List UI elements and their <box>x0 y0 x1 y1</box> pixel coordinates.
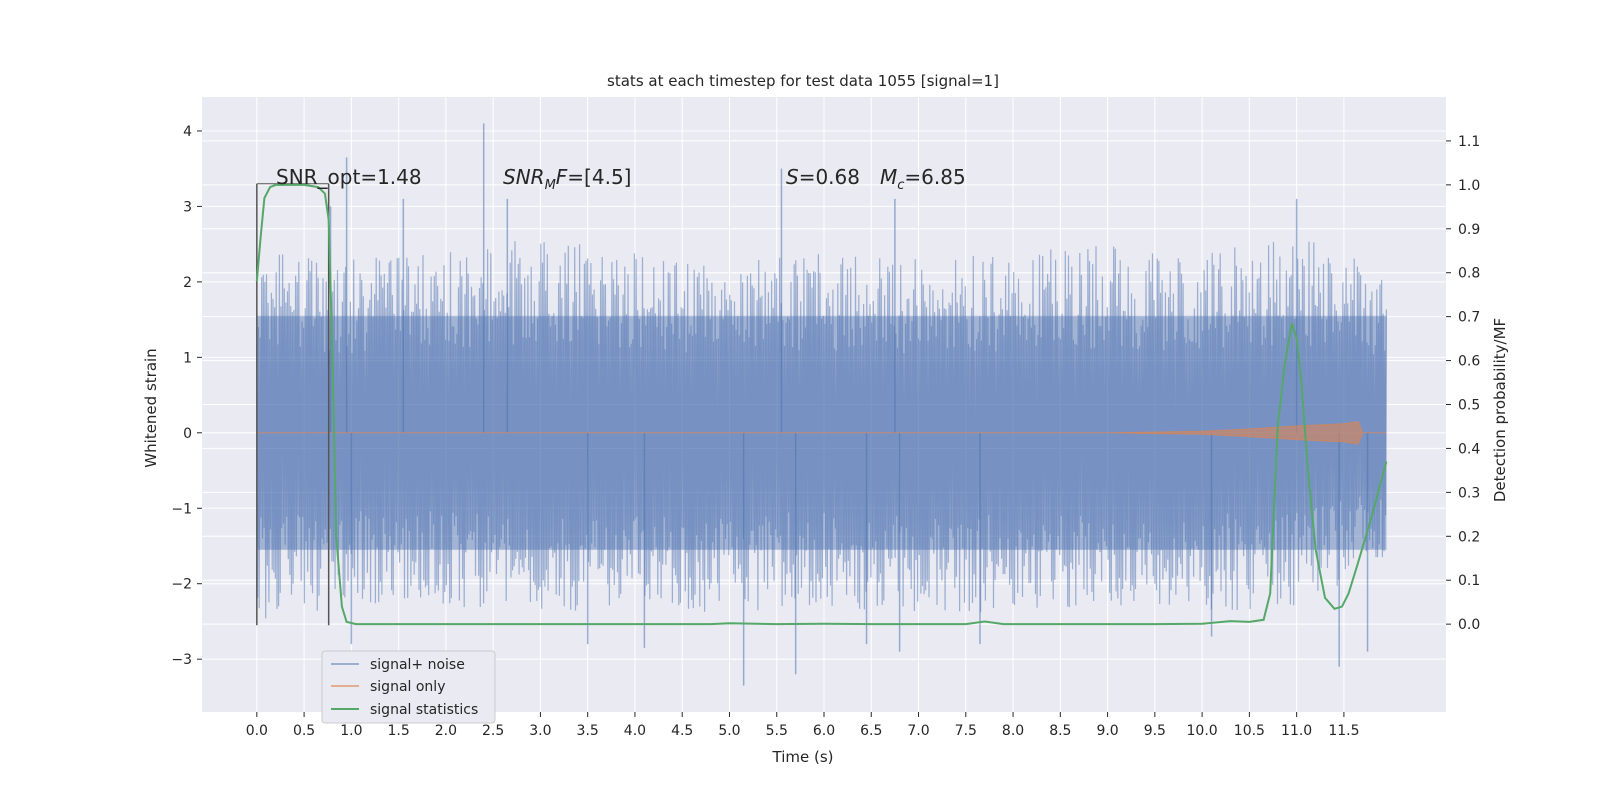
x-tick-label: 3.5 <box>577 723 599 739</box>
legend-box <box>321 650 496 724</box>
y-tick-label: 0 <box>183 426 192 442</box>
legend-label-signal-noise: signal+ noise <box>370 657 465 673</box>
x-tick-label: 4.0 <box>624 723 646 739</box>
y-tick-label: −2 <box>171 577 192 593</box>
y-right-tick-label: 1.0 <box>1458 178 1480 194</box>
x-tick-label: 0.0 <box>246 723 268 739</box>
x-tick-label: 7.5 <box>955 723 977 739</box>
y-right-tick-label: 0.4 <box>1458 441 1480 457</box>
x-tick-label: 1.5 <box>387 723 409 739</box>
x-tick-label: 2.0 <box>435 723 457 739</box>
x-tick-label: 6.0 <box>813 723 835 739</box>
x-tick-label: 9.5 <box>1144 723 1166 739</box>
legend-label-signal-statistics: signal statistics <box>370 702 478 718</box>
signal-noise-trace <box>256 241 1387 619</box>
chart-title: stats at each timestep for test data 105… <box>607 72 999 90</box>
y-right-tick-label: 0.9 <box>1458 222 1480 238</box>
x-tick-label: 5.0 <box>718 723 740 739</box>
y-right-tick-label: 0.7 <box>1458 310 1480 326</box>
x-axis-label: Time (s) <box>772 748 834 766</box>
annotation-snr-opt: SNR_opt=1.48 <box>276 165 422 189</box>
x-tick-label: 6.5 <box>860 723 882 739</box>
annotation-mc-value: Mc=6.85 <box>880 165 966 193</box>
y-axis-ticks: −3 −2 −1 0 1 2 3 4 <box>171 124 202 668</box>
y-right-axis-label: Detection probability/MF <box>1491 318 1509 502</box>
signal-statistics-series <box>255 183 1388 626</box>
signal-only-series <box>256 420 1387 445</box>
y-right-tick-label: 0.6 <box>1458 354 1480 370</box>
x-tick-label: 0.5 <box>293 723 315 739</box>
legend-label-signal-only: signal only <box>370 679 445 695</box>
y-right-tick-label: 0.0 <box>1458 617 1480 633</box>
x-tick-label: 8.5 <box>1049 723 1071 739</box>
y-tick-label: 3 <box>183 199 192 215</box>
y-tick-label: −1 <box>171 501 192 517</box>
y-tick-label: 4 <box>183 124 192 140</box>
y-right-tick-label: 0.8 <box>1458 266 1480 282</box>
y-tick-label: 1 <box>183 350 192 366</box>
x-tick-label: 11.0 <box>1281 723 1312 739</box>
annotation-s-value: S=0.68 <box>786 165 860 189</box>
x-tick-label: 11.5 <box>1328 723 1359 739</box>
x-tick-label: 10.5 <box>1234 723 1265 739</box>
x-tick-label: 8.0 <box>1002 723 1024 739</box>
x-tick-label: 1.0 <box>340 723 362 739</box>
x-tick-label: 9.0 <box>1096 723 1118 739</box>
y-tick-label: 2 <box>183 275 192 291</box>
vertical-markers <box>256 183 330 626</box>
signal-only-trace <box>256 420 1387 445</box>
x-axis-ticks: 0.0 0.5 1.0 1.5 2.0 2.5 3.0 3.5 4.0 4.5 5.0 5.5 6.0 6… <box>246 712 1359 739</box>
x-tick-label: 5.5 <box>766 723 788 739</box>
y-right-tick-label: 1.1 <box>1458 134 1480 150</box>
x-tick-label: 7.0 <box>907 723 929 739</box>
y-right-tick-label: 0.5 <box>1458 398 1480 414</box>
annotation-snr-mf: SNRMF=[4.5] <box>503 165 631 193</box>
x-tick-label: 10.0 <box>1187 723 1218 739</box>
legend: signal+ noise signal only signal statist… <box>321 650 496 724</box>
x-tick-label: 4.5 <box>671 723 693 739</box>
signal-statistics-trace <box>255 183 1388 626</box>
y-right-axis-ticks: 0.0 0.1 0.2 0.3 0.4 0.5 0.6 0.7 0.8 0.9 1.0 1.1 <box>1446 134 1480 633</box>
y-right-tick-label: 0.2 <box>1458 529 1480 545</box>
x-tick-label: 3.0 <box>529 723 551 739</box>
x-tick-label: 2.5 <box>482 723 504 739</box>
y-right-tick-label: 0.3 <box>1458 485 1480 501</box>
y-tick-label: −3 <box>171 652 192 668</box>
y-right-tick-label: 0.1 <box>1458 573 1480 589</box>
y-axis-label: Whitened strain <box>142 348 160 467</box>
